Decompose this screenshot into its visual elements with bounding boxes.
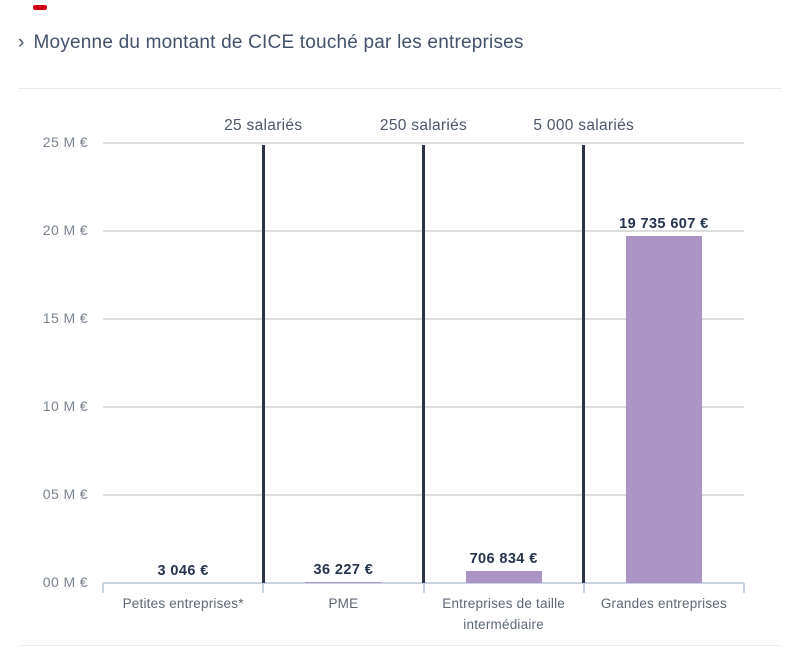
page-title-text: Moyenne du montant de CICE touché par le… [33,32,524,53]
x-axis-category-label: PME [328,596,359,611]
bar-value-label: 706 834 € [469,550,538,567]
threshold-divider-line [422,145,425,583]
x-axis-tick [102,583,104,593]
y-axis-tick-label: 15 M € [42,310,88,326]
threshold-divider-label: 250 salariés [379,117,468,134]
red-dash-mark [33,5,47,10]
page-title: › Moyenne du montant de CICE touché par l… [18,32,524,54]
y-axis-tick-label: 00 M € [42,574,88,590]
x-axis-category-label: Grandes entreprises [600,596,727,611]
bar [305,582,382,583]
top-separator [18,88,782,89]
threshold-divider-label: 25 salariés [224,117,303,134]
threshold-divider-line [582,145,586,583]
gridline [103,142,744,144]
x-axis-tick [262,583,265,593]
y-axis-tick-label: 20 M € [42,222,88,238]
x-axis-category-label: Entreprises de taille intermédiaire [442,596,565,632]
y-axis-tick-label: 05 M € [42,486,88,502]
bar-value-label: 36 227 € [313,562,374,579]
bottom-separator [18,645,782,646]
bar-value-label: 19 735 607 € [619,215,709,232]
x-axis-tick [582,583,585,593]
threshold-divider-label: 5 000 salariés [533,117,635,134]
chevron-right-icon: › [18,32,25,53]
y-axis-tick-label: 25 M € [42,134,88,150]
bar [625,235,702,583]
x-axis-tick [422,583,425,593]
bar [465,570,542,583]
y-axis-tick-label: 10 M € [42,398,88,414]
x-axis-tick [743,583,745,593]
bar-value-label: 3 046 € [157,562,209,579]
x-axis-category-label: Petites entreprises* [122,596,244,611]
threshold-divider-line [261,145,265,583]
